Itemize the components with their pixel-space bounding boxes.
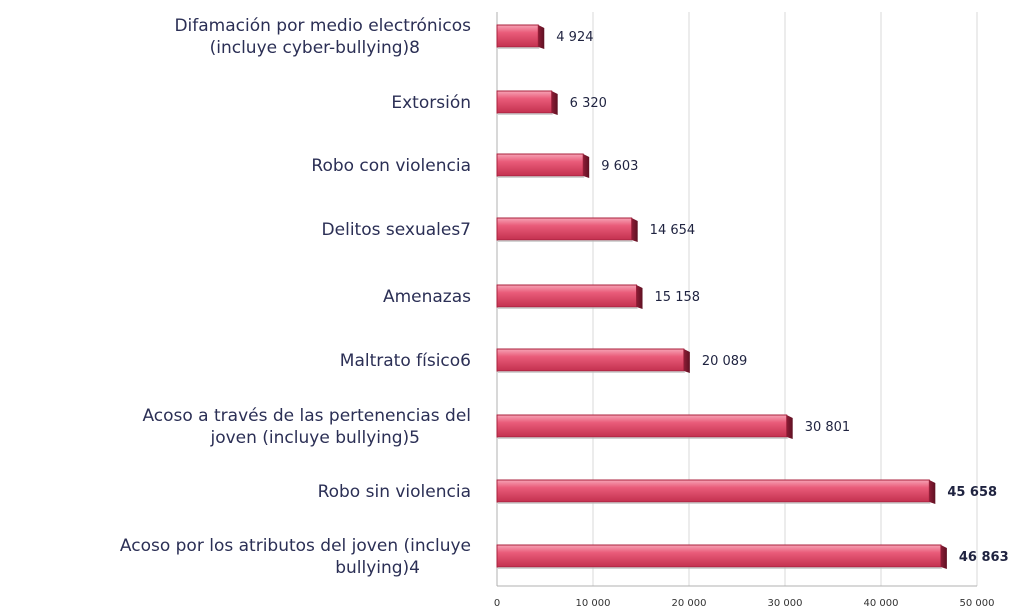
value-labels: 4 924 6 320 9 603 14 654 15 158 20 089 30 801 4… bbox=[556, 30, 1008, 565]
category-label-line: Maltrato físico6 bbox=[340, 351, 471, 371]
x-axis-ticks: 0 10 000 20 000 30 000 40 000 50 000 bbox=[494, 598, 995, 609]
bar-end-cap bbox=[631, 218, 638, 242]
category-label-line: Robo sin violencia bbox=[318, 482, 471, 502]
bars bbox=[496, 24, 947, 569]
category-label: Extorsión bbox=[391, 93, 471, 113]
bar-end-cap bbox=[940, 545, 947, 569]
gridlines bbox=[496, 12, 978, 587]
bar-body bbox=[496, 414, 788, 438]
bar-end-cap bbox=[929, 480, 936, 504]
value-label: 14 654 bbox=[650, 223, 696, 238]
bar-body bbox=[496, 544, 942, 568]
x-tick-label: 0 bbox=[494, 598, 500, 609]
bar-body bbox=[496, 479, 930, 503]
bar-body bbox=[496, 24, 539, 48]
bar-shadow bbox=[498, 240, 633, 242]
bar bbox=[496, 479, 936, 504]
bar-end-cap bbox=[551, 91, 558, 115]
bar-shadow bbox=[498, 502, 931, 504]
category-label-line: bullying)4 bbox=[335, 558, 420, 578]
category-label-line: Acoso por los atributos del joven (inclu… bbox=[120, 536, 471, 556]
x-tick-label: 50 000 bbox=[960, 598, 995, 609]
bar bbox=[496, 348, 690, 373]
bar-shadow bbox=[498, 113, 553, 115]
category-label-line: (incluye cyber-bullying)8 bbox=[210, 38, 420, 58]
bar-shadow bbox=[498, 567, 942, 569]
bar-end-cap bbox=[786, 415, 793, 439]
bar-body bbox=[496, 348, 685, 372]
category-labels: Difamación por medio electrónicos (incluy… bbox=[120, 16, 471, 578]
category-label: Acoso por los atributos del joven (inclu… bbox=[120, 536, 471, 578]
category-label: Robo sin violencia bbox=[318, 482, 471, 502]
bar-shadow bbox=[498, 371, 685, 373]
bar-end-cap bbox=[683, 349, 690, 373]
bar-end-cap bbox=[636, 285, 643, 309]
value-label: 45 658 bbox=[947, 485, 997, 500]
category-label-line: Amenazas bbox=[383, 287, 471, 307]
category-label-line: Delitos sexuales7 bbox=[322, 220, 471, 240]
category-label-line: Extorsión bbox=[391, 93, 471, 113]
category-label-line: joven (incluye bullying)5 bbox=[209, 428, 420, 448]
bar-shadow bbox=[498, 437, 788, 439]
x-tick-label: 40 000 bbox=[864, 598, 899, 609]
value-label: 46 863 bbox=[959, 550, 1009, 565]
category-label: Difamación por medio electrónicos (incluy… bbox=[174, 16, 471, 58]
bar-body bbox=[496, 217, 633, 241]
bar-shadow bbox=[498, 307, 638, 309]
bar-body bbox=[496, 153, 584, 177]
bar-end-cap bbox=[538, 25, 545, 49]
bar bbox=[496, 217, 638, 242]
category-label: Acoso a través de las pertenencias del jo… bbox=[142, 406, 471, 448]
category-label: Delitos sexuales7 bbox=[322, 220, 471, 240]
category-label: Amenazas bbox=[383, 287, 471, 307]
bar-end-cap bbox=[583, 154, 590, 178]
x-tick-label: 10 000 bbox=[576, 598, 611, 609]
bar-body bbox=[496, 90, 553, 114]
value-label: 9 603 bbox=[601, 159, 638, 174]
value-label: 30 801 bbox=[805, 420, 851, 435]
bar bbox=[496, 153, 590, 178]
value-label: 6 320 bbox=[570, 96, 607, 111]
bar-shadow bbox=[498, 176, 585, 178]
bar bbox=[496, 90, 558, 115]
category-label: Maltrato físico6 bbox=[340, 351, 471, 371]
category-label-line: Difamación por medio electrónicos bbox=[174, 16, 471, 36]
x-tick-label: 20 000 bbox=[672, 598, 707, 609]
bar bbox=[496, 24, 545, 49]
bar-shadow bbox=[498, 47, 540, 49]
bar bbox=[496, 414, 793, 439]
value-label: 4 924 bbox=[556, 30, 593, 45]
bar bbox=[496, 284, 643, 309]
value-label: 15 158 bbox=[655, 290, 701, 305]
x-tick-label: 30 000 bbox=[768, 598, 803, 609]
category-label-line: Acoso a través de las pertenencias del bbox=[142, 406, 471, 426]
category-label-line: Robo con violencia bbox=[311, 156, 471, 176]
bar-body bbox=[496, 284, 638, 308]
category-label: Robo con violencia bbox=[311, 156, 471, 176]
bar bbox=[496, 544, 947, 569]
value-label: 20 089 bbox=[702, 354, 748, 369]
